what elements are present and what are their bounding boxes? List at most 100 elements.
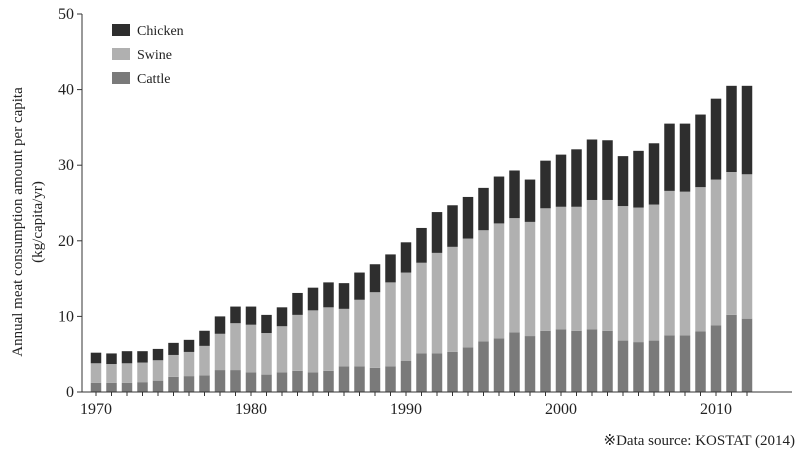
bar-cattle-1970	[90, 382, 102, 392]
bar-cattle-2012	[741, 318, 753, 392]
bar-chicken-2007	[664, 123, 675, 191]
bar-chicken-1988	[369, 264, 381, 293]
bar-cattle-2009	[695, 331, 706, 392]
bar-cattle-2005	[633, 342, 644, 392]
bar-cattle-2006	[648, 340, 660, 392]
bar-chicken-2005	[633, 150, 644, 208]
bar-cattle-1973	[137, 382, 148, 392]
bar-chicken-1986	[338, 283, 350, 309]
x-tick-label: 1990	[390, 401, 422, 418]
bars-layer	[90, 85, 753, 392]
bar-cattle-1996	[493, 338, 505, 392]
bar-chicken-1983	[292, 292, 303, 315]
y-ticks: 0 10 20 30 40 50	[58, 6, 82, 401]
bar-chicken-1998	[524, 179, 536, 222]
bar-swine-2006	[648, 204, 660, 341]
bar-swine-1992	[431, 252, 443, 354]
bar-chicken-2011	[726, 85, 737, 172]
bar-swine-1980	[245, 324, 257, 373]
bar-swine-1988	[369, 292, 381, 368]
bar-cattle-1988	[369, 367, 381, 392]
bar-swine-2009	[695, 187, 706, 332]
bar-swine-1997	[509, 218, 520, 333]
bar-chicken-1992	[431, 212, 443, 253]
bar-cattle-2001	[571, 330, 582, 392]
bar-chicken-1995	[478, 187, 489, 231]
bar-swine-1979	[230, 323, 241, 371]
y-axis-title: Annual meat consumption amount per capit…	[10, 87, 46, 357]
bar-swine-1995	[478, 230, 489, 342]
bar-chicken-1979	[230, 306, 241, 324]
bar-swine-2005	[633, 207, 644, 343]
x-tick-label: 2000	[545, 401, 577, 418]
bar-swine-1970	[90, 363, 102, 383]
bar-chicken-2006	[648, 143, 660, 205]
bar-cattle-2008	[679, 335, 691, 392]
bar-cattle-2000	[555, 329, 567, 392]
bar-chicken-1985	[323, 282, 334, 308]
bar-cattle-1985	[323, 370, 334, 392]
bar-cattle-1993	[447, 351, 458, 392]
legend-swatch-cattle	[112, 72, 130, 84]
bar-chicken-1974	[152, 348, 164, 361]
bar-chicken-1970	[90, 352, 102, 364]
bar-cattle-1979	[230, 370, 241, 392]
bar-swine-1975	[168, 354, 179, 377]
bar-chicken-1978	[214, 316, 226, 334]
bar-cattle-1990	[400, 361, 412, 392]
bar-chicken-1984	[307, 287, 319, 311]
bar-cattle-1972	[121, 382, 133, 392]
bar-cattle-1994	[462, 347, 474, 392]
legend-label-cattle: Cattle	[137, 72, 170, 87]
legend-label-swine: Swine	[137, 48, 172, 63]
legend-swatch-chicken	[112, 24, 130, 36]
y-tick-label: 0	[66, 384, 74, 401]
bar-cattle-1986	[338, 366, 350, 392]
bar-cattle-1977	[199, 375, 210, 392]
bar-chicken-1981	[261, 314, 272, 334]
bar-swine-1991	[416, 262, 427, 354]
bar-chicken-1997	[509, 170, 520, 219]
x-tick-label: 2010	[700, 401, 732, 418]
bar-chicken-1971	[106, 353, 117, 365]
y-axis-title-line2: (kg/capita/yr)	[30, 181, 46, 263]
bar-chicken-2000	[555, 154, 567, 207]
bar-chicken-2002	[586, 139, 598, 200]
bar-swine-1994	[462, 238, 474, 348]
bar-swine-1983	[292, 314, 303, 371]
bar-chicken-1972	[121, 351, 133, 364]
bar-cattle-1997	[509, 332, 520, 392]
y-tick-label: 20	[58, 233, 74, 250]
bar-swine-1999	[540, 208, 551, 331]
bar-chicken-2001	[571, 149, 582, 207]
bar-swine-2000	[555, 206, 567, 330]
bar-swine-1984	[307, 310, 319, 373]
bar-cattle-1995	[478, 341, 489, 392]
bar-cattle-1974	[152, 380, 164, 392]
bar-cattle-1992	[431, 353, 443, 392]
bar-chicken-2010	[710, 98, 722, 180]
y-tick-label: 30	[58, 157, 74, 174]
bar-swine-2003	[602, 199, 613, 331]
bar-cattle-1975	[168, 376, 179, 392]
bar-cattle-1980	[245, 372, 257, 392]
bar-cattle-1983	[292, 370, 303, 392]
bar-chicken-2003	[602, 140, 613, 200]
x-tick-label: 1970	[80, 401, 112, 418]
bar-cattle-2002	[586, 329, 598, 392]
bar-swine-2012	[741, 174, 753, 319]
bar-cattle-1981	[261, 374, 272, 392]
bar-chicken-1991	[416, 227, 427, 263]
bar-swine-1989	[385, 282, 396, 367]
bar-swine-1990	[400, 272, 412, 361]
bar-chicken-1975	[168, 342, 179, 355]
bar-chicken-1993	[447, 205, 458, 247]
bar-swine-1981	[261, 333, 272, 375]
bar-swine-2001	[571, 206, 582, 331]
bar-swine-1977	[199, 345, 210, 376]
bar-chicken-1987	[354, 272, 365, 300]
bar-swine-1982	[276, 326, 288, 373]
bar-cattle-2003	[602, 330, 613, 392]
legend-swatch-swine	[112, 48, 130, 60]
